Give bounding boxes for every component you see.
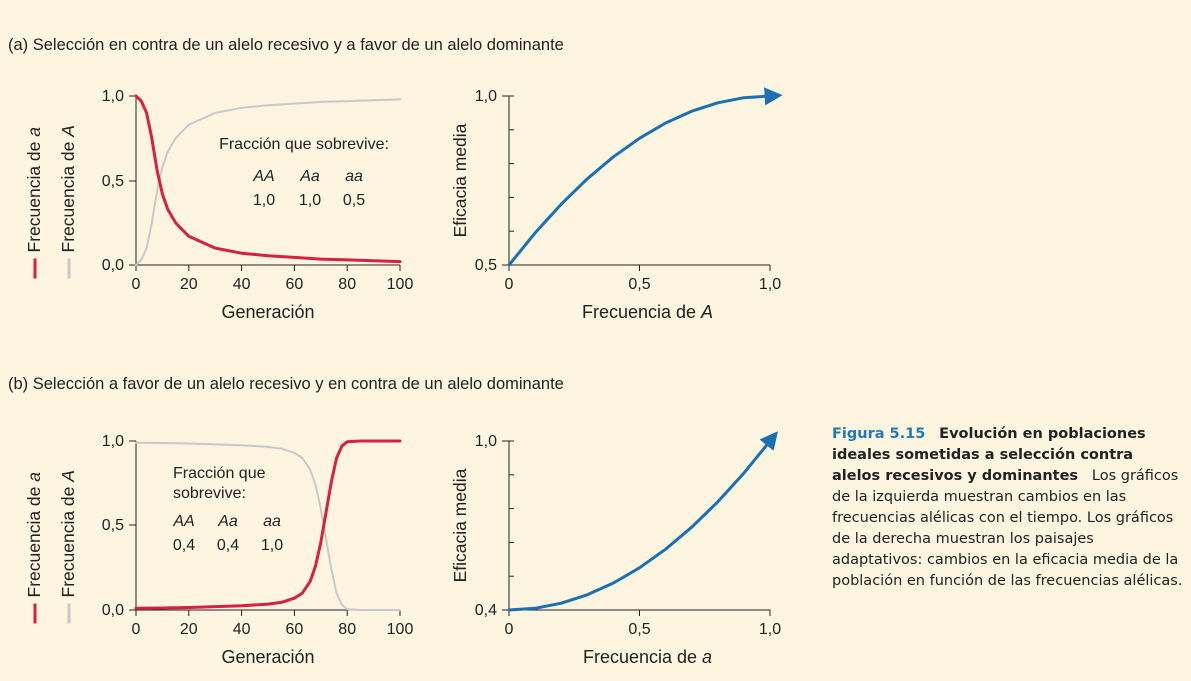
genotype-label: Aa xyxy=(217,513,238,530)
allele-frequency-chart-a: 1,0 0,5 0,0 0 20 40 60 80 100 Generación Frecuenci… xyxy=(24,88,413,322)
caption-body: Los gráficos de la izquierda muestran ca… xyxy=(832,468,1183,589)
x-axis-label: Generación xyxy=(221,647,314,667)
legend-entry-A: Frecuencia de A xyxy=(58,470,78,597)
panel-heading-b: (b) Selección a favor de un alelo recesi… xyxy=(8,375,564,393)
survival-title: Fracción que sobrevive: xyxy=(219,136,389,153)
legend-entry-A: Frecuencia de A xyxy=(58,125,78,252)
allele-frequency-chart-b: 1,0 0,5 0,0 0 20 40 60 80 100 Generación Frecuenci… xyxy=(24,433,413,667)
x-tick-label: 0,5 xyxy=(628,621,650,638)
y-axis-label-a: Frecuencia de a xyxy=(24,127,44,279)
x-axis-label-prefix: Frecuencia de xyxy=(582,302,701,322)
x-tick-label: 100 xyxy=(387,621,414,638)
caption-title: Evolución en poblaciones ideales sometid… xyxy=(832,426,1146,484)
x-axis-label-prefix: Frecuencia de xyxy=(583,647,702,667)
allele-a-frequency-line-b-left xyxy=(134,439,402,610)
y-axis-label: Eficacia media xyxy=(450,123,470,237)
genotype-label: AA xyxy=(172,513,194,530)
y-tick-label: 0,0 xyxy=(102,602,124,619)
x-axis-label: Frecuencia de A xyxy=(582,302,713,322)
fitness-value: 1,0 xyxy=(253,192,275,209)
legend-entry-a: Frecuencia de a xyxy=(24,127,44,253)
x-tick-label: 80 xyxy=(338,621,356,638)
caption-label: Figura 5.15 xyxy=(832,426,926,442)
survival-title: Fracción que xyxy=(173,465,266,482)
y-tick-label: 1,0 xyxy=(475,433,497,450)
y-axis-label-a: Frecuencia de a xyxy=(24,472,44,624)
x-axis-label: Frecuencia de a xyxy=(583,647,712,667)
x-tick-label: 0,5 xyxy=(628,276,650,293)
genotype-label: aa xyxy=(345,168,363,185)
allele-A-frequency-line-b-left xyxy=(135,441,401,611)
y-tick-label: 0,5 xyxy=(102,517,124,534)
x-tick-label: 0 xyxy=(132,621,141,638)
fitness-value: 0,4 xyxy=(173,537,195,554)
y-tick-label: 0,5 xyxy=(102,173,124,190)
x-tick-label: 0 xyxy=(505,276,514,293)
x-tick-label: 60 xyxy=(286,621,304,638)
fitness-value: 1,0 xyxy=(261,537,283,554)
y-tick-label: 0,0 xyxy=(102,257,124,274)
fitness-value: 0,4 xyxy=(217,537,239,554)
genotype-label: AA xyxy=(252,168,274,185)
x-tick-label: 60 xyxy=(286,276,304,293)
x-tick-label: 40 xyxy=(233,621,251,638)
x-axis-label-variable: a xyxy=(702,647,712,667)
fitness-value: 0,5 xyxy=(343,192,365,209)
x-tick-label: 40 xyxy=(233,276,251,293)
y-tick-label: 1,0 xyxy=(102,88,124,105)
x-tick-label: 20 xyxy=(180,621,198,638)
y-tick-label: 1,0 xyxy=(102,433,124,450)
mean-fitness-curve-b-right xyxy=(507,431,778,612)
allele-A-frequency-line-a-left xyxy=(135,98,401,266)
x-tick-label: 0 xyxy=(132,276,141,293)
x-tick-label: 0 xyxy=(505,621,514,638)
adaptive-landscape-chart-b: 1,0 0,4 0 0,5 1,0 Frecuencia de a Eficacia med… xyxy=(450,433,781,667)
adaptive-landscape-chart-a: 1,0 0,5 0 0,5 1,0 Frecuencia de A Eficacia med… xyxy=(450,88,781,322)
survival-title-2: sobrevive: xyxy=(173,485,246,502)
figure-caption: Figura 5.15 Evolución en poblaciones ide… xyxy=(832,424,1184,592)
y-tick-label: 0,4 xyxy=(475,602,497,619)
y-axis-label-text: Eficacia media xyxy=(450,468,470,582)
y-tick-label: 0,5 xyxy=(475,257,497,274)
genotype-label: aa xyxy=(263,513,281,530)
fitness-value: 1,0 xyxy=(299,192,321,209)
y-axis-label-text: Eficacia media xyxy=(450,123,470,237)
genotype-label: Aa xyxy=(299,168,320,185)
x-tick-label: 1,0 xyxy=(759,621,781,638)
x-tick-label: 80 xyxy=(338,276,356,293)
allele-a-frequency-line-a-left xyxy=(134,94,402,264)
panel-heading-a: (a) Selección en contra de un alelo rece… xyxy=(8,36,564,54)
y-axis-label-A: Frecuencia de A xyxy=(58,470,78,624)
y-axis-label-A: Frecuencia de A xyxy=(58,125,78,279)
x-axis-label-variable: A xyxy=(700,302,713,322)
y-tick-label: 1,0 xyxy=(475,88,497,105)
legend-entry-a: Frecuencia de a xyxy=(24,472,44,598)
x-tick-label: 20 xyxy=(180,276,198,293)
x-tick-label: 1,0 xyxy=(759,276,781,293)
x-axis-label: Generación xyxy=(221,302,314,322)
mean-fitness-curve-a-right xyxy=(507,87,783,267)
x-tick-label: 100 xyxy=(387,276,414,293)
y-axis-label: Eficacia media xyxy=(450,468,470,582)
